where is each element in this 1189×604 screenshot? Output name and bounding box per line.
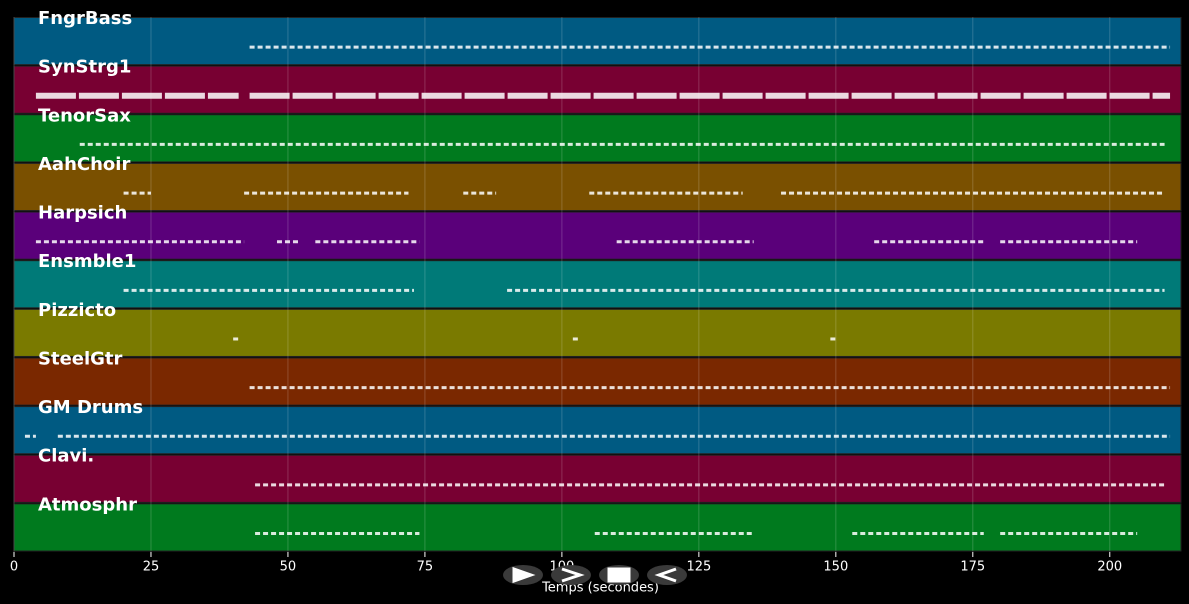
track-band <box>13 162 1182 212</box>
track-name: AahChoir <box>38 154 130 175</box>
track-name: Clavi. <box>38 446 94 467</box>
track-name: TenorSax <box>38 105 131 126</box>
track-name: Ensmble1 <box>38 251 136 272</box>
track-band <box>13 308 1182 357</box>
button-icon <box>512 566 536 584</box>
x-tick-label: 175 <box>960 560 985 575</box>
x-tick-label: 150 <box>823 560 848 575</box>
button-icon <box>607 567 631 583</box>
track-band <box>13 211 1182 260</box>
x-tick-label: 0 <box>10 560 18 575</box>
track-name: Pizzicto <box>38 300 116 321</box>
track-band <box>13 114 1182 163</box>
button-bg <box>647 565 687 585</box>
playback-button[interactable] <box>551 565 591 585</box>
x-tick-label: 25 <box>143 560 160 575</box>
track-band <box>13 17 1182 66</box>
track-name: Atmosphr <box>38 494 137 515</box>
x-tick-label: 125 <box>686 560 711 575</box>
track-band <box>13 503 1182 552</box>
button-bg <box>551 565 591 585</box>
track-band <box>13 357 1182 406</box>
playback-button[interactable] <box>647 565 687 585</box>
track-band <box>13 65 1182 114</box>
track-band <box>13 260 1182 309</box>
button-icon <box>654 567 677 583</box>
track-name: SynStrg1 <box>38 57 131 78</box>
track-name: GM Drums <box>38 397 143 418</box>
x-tick-label: 75 <box>417 560 434 575</box>
playback-button[interactable] <box>599 565 639 585</box>
playback-button[interactable] <box>503 565 543 585</box>
track-band <box>13 406 1182 455</box>
track-name: SteelGtr <box>38 348 123 369</box>
track-name: FngrBass <box>38 8 132 29</box>
button-icon <box>561 567 585 583</box>
track-name: Harpsich <box>38 203 127 224</box>
track-band <box>13 454 1182 503</box>
x-tick-label: 200 <box>1097 560 1122 575</box>
x-tick-label: 50 <box>280 560 297 575</box>
